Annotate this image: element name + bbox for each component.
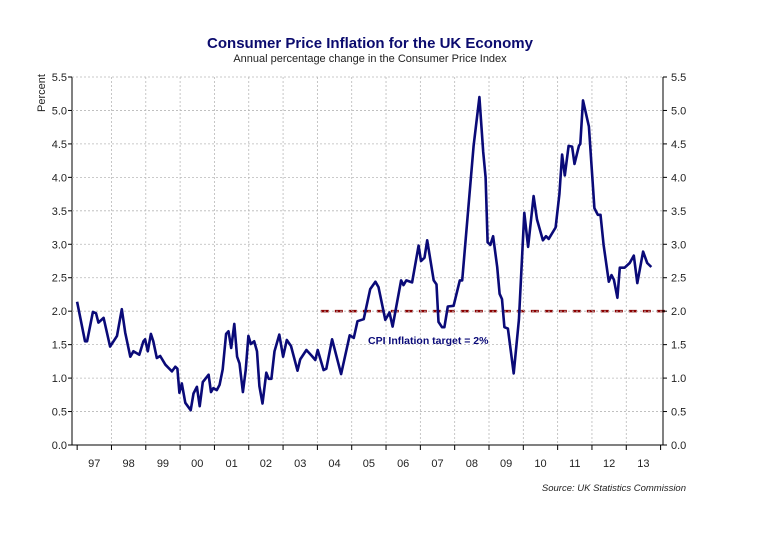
y-tick-label-left: 1.5: [52, 340, 67, 352]
y-tick-label-right: 4.0: [671, 172, 686, 184]
x-tick-label: 09: [500, 458, 512, 470]
y-tick-label-left: 2.0: [52, 306, 67, 318]
x-tick-label: 00: [191, 458, 203, 470]
y-tick-label-left: 3.0: [52, 239, 67, 251]
y-tick-label-right: 0.5: [671, 407, 686, 419]
y-tick-label-left: 5.5: [52, 72, 67, 84]
y-tick-label-right: 1.0: [671, 373, 686, 385]
y-tick-label-right: 3.0: [671, 239, 686, 251]
y-tick-label-left: 1.0: [52, 373, 67, 385]
x-tick-label: 04: [328, 458, 340, 470]
y-tick-label-left: 0.0: [52, 440, 67, 452]
x-tick-label: 98: [123, 458, 135, 470]
y-tick-label-left: 4.0: [52, 172, 67, 184]
y-tick-label-left: 3.5: [52, 206, 67, 218]
cpi-inflation-line: [75, 95, 653, 412]
x-tick-label: 02: [260, 458, 272, 470]
x-tick-label: 05: [363, 458, 375, 470]
y-tick-label-right: 5.5: [671, 72, 686, 84]
x-tick-label: 07: [431, 458, 443, 470]
chart-title: Consumer Price Inflation for the UK Econ…: [207, 35, 533, 52]
y-tick-label-left: 5.0: [52, 105, 67, 117]
x-tick-label: 12: [603, 458, 615, 470]
y-tick-label-right: 2.0: [671, 306, 686, 318]
x-tick-label: 11: [569, 458, 580, 470]
y-tick-label-right: 2.5: [671, 273, 686, 285]
chart-subtitle: Annual percentage change in the Consumer…: [233, 53, 507, 65]
y-tick-label-right: 3.5: [671, 206, 686, 218]
x-tick-label: 97: [88, 458, 100, 470]
y-tick-label-right: 5.0: [671, 105, 686, 117]
y-tick-label-left: 0.5: [52, 407, 67, 419]
y-tick-label-left: 2.5: [52, 273, 67, 285]
y-tick-label-right: 0.0: [671, 440, 686, 452]
x-tick-label: 06: [397, 458, 409, 470]
y-tick-label-right: 1.5: [671, 340, 686, 352]
x-tick-label: 08: [466, 458, 478, 470]
x-tick-label: 01: [225, 458, 237, 470]
x-tick-label: 13: [637, 458, 649, 470]
y-tick-label-right: 4.5: [671, 139, 686, 151]
source-note: Source: UK Statistics Commission: [542, 483, 686, 494]
y-axis-label: Percent: [36, 74, 48, 112]
y-tick-label-left: 4.5: [52, 139, 67, 151]
x-tick-label: 10: [534, 458, 546, 470]
target-annotation: CPI Inflation target = 2%: [368, 335, 489, 347]
x-tick-label: 99: [157, 458, 169, 470]
x-tick-label: 03: [294, 458, 306, 470]
